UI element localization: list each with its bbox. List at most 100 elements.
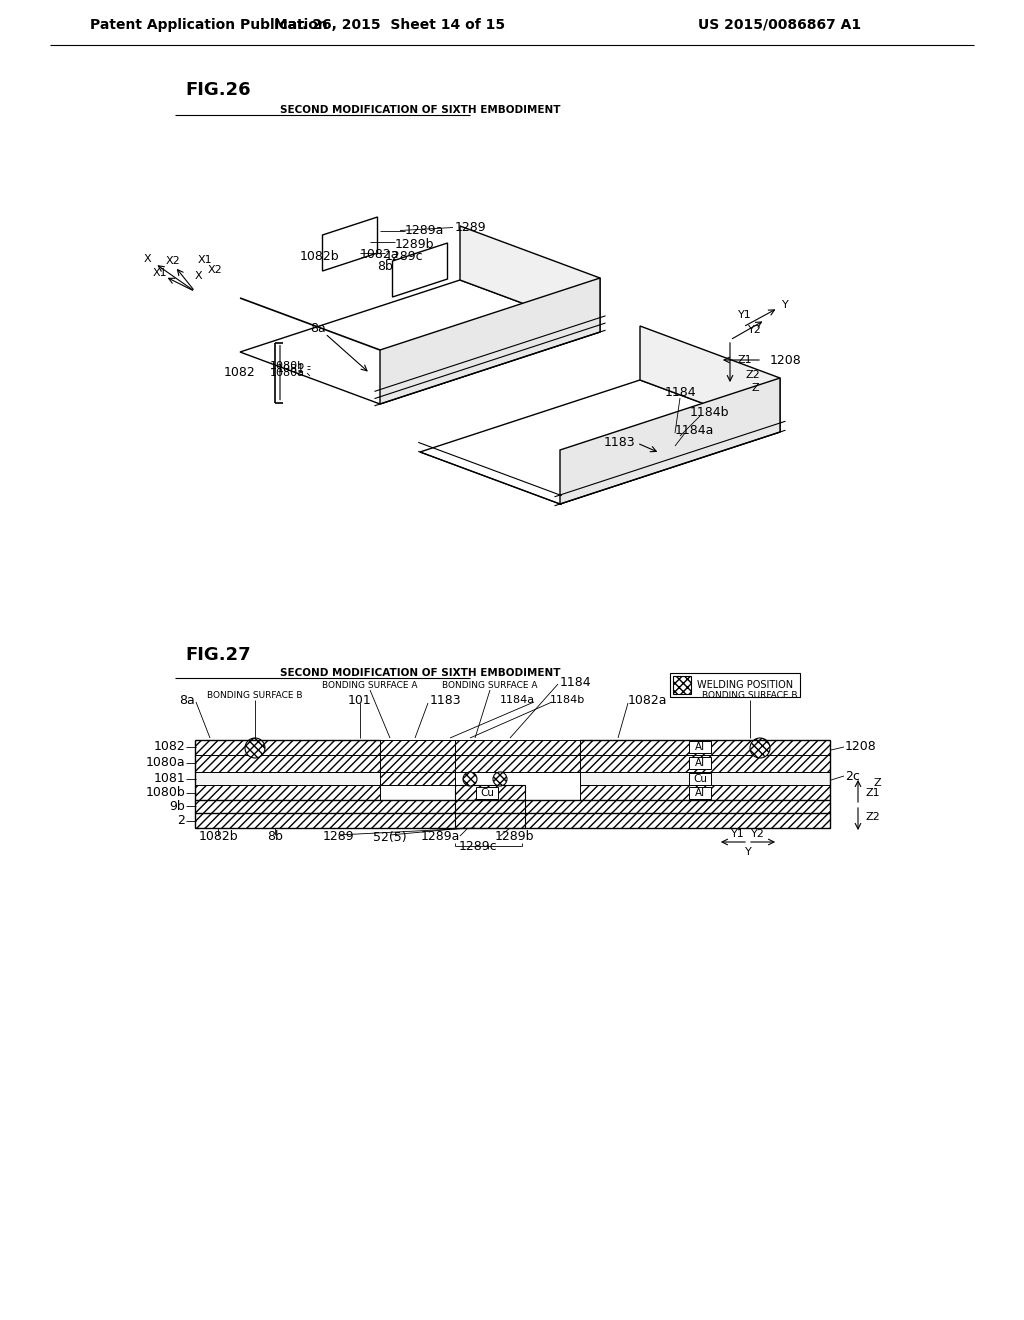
Circle shape (463, 772, 477, 785)
Polygon shape (460, 226, 600, 333)
Text: BONDING SURFACE A: BONDING SURFACE A (323, 681, 418, 689)
Text: 1289: 1289 (455, 220, 486, 234)
Text: 1082: 1082 (223, 366, 255, 379)
Text: BONDING SURFACE B: BONDING SURFACE B (702, 690, 798, 700)
Text: Cu: Cu (480, 788, 494, 799)
Polygon shape (380, 279, 600, 404)
Bar (420, 755, 580, 772)
Text: 1080a: 1080a (145, 756, 185, 770)
Bar (195, 772, 380, 785)
Bar (689, 787, 711, 799)
Text: 2c: 2c (845, 770, 860, 783)
Text: 1184b: 1184b (690, 407, 729, 420)
Text: 1183: 1183 (430, 693, 462, 706)
Text: Al: Al (695, 758, 706, 768)
Polygon shape (640, 326, 780, 432)
Text: 1184: 1184 (665, 387, 696, 400)
Text: 8a: 8a (179, 693, 195, 706)
Text: 1289b: 1289b (395, 238, 434, 251)
Bar (420, 741, 580, 755)
Text: X1: X1 (198, 255, 212, 265)
Bar (380, 772, 455, 785)
Bar (689, 741, 711, 752)
Bar (195, 755, 380, 772)
Text: Z: Z (752, 383, 760, 393)
Text: 1183: 1183 (603, 437, 635, 450)
Text: Z: Z (873, 777, 881, 788)
Bar (580, 755, 830, 772)
Text: 1184b: 1184b (550, 696, 586, 705)
Text: 101: 101 (348, 693, 372, 706)
Text: 8a: 8a (310, 322, 326, 335)
Text: US 2015/0086867 A1: US 2015/0086867 A1 (698, 18, 861, 32)
Text: 1289c: 1289c (385, 249, 424, 263)
Text: X2: X2 (166, 256, 180, 267)
Text: 8b: 8b (267, 830, 283, 843)
Text: 1082b: 1082b (300, 251, 340, 264)
Text: BONDING SURFACE B: BONDING SURFACE B (207, 690, 303, 700)
Text: Y1: Y1 (738, 310, 752, 319)
Text: 1081: 1081 (154, 772, 185, 785)
Polygon shape (240, 280, 600, 404)
Circle shape (245, 738, 265, 758)
Text: BONDING SURFACE A: BONDING SURFACE A (442, 681, 538, 689)
Bar (673, 676, 691, 694)
Bar (380, 741, 455, 755)
Text: 1289b: 1289b (495, 830, 535, 843)
Text: 1289c: 1289c (459, 841, 498, 854)
Text: Al: Al (695, 788, 706, 799)
Bar (195, 785, 380, 800)
Circle shape (750, 738, 770, 758)
Text: 1208: 1208 (845, 741, 877, 754)
Text: FIG.27: FIG.27 (185, 645, 251, 664)
Bar (455, 785, 525, 828)
Text: FIG.26: FIG.26 (185, 81, 251, 99)
Text: Z1: Z1 (738, 355, 753, 366)
Bar (670, 673, 800, 697)
Bar (195, 813, 830, 828)
Text: WELDING POSITION: WELDING POSITION (697, 680, 793, 690)
Text: Z2: Z2 (866, 812, 881, 822)
Text: Z1: Z1 (866, 788, 881, 799)
Bar (580, 772, 830, 785)
Bar (380, 755, 455, 772)
Text: 1082: 1082 (154, 741, 185, 754)
Text: 1184a: 1184a (675, 424, 715, 437)
Text: Cu: Cu (693, 774, 707, 784)
Polygon shape (323, 216, 378, 271)
Text: 1080b: 1080b (145, 787, 185, 800)
Bar (689, 756, 711, 770)
Text: X: X (143, 255, 151, 264)
Text: X: X (195, 271, 202, 281)
Text: SECOND MODIFICATION OF SIXTH EMBODIMENT: SECOND MODIFICATION OF SIXTH EMBODIMENT (280, 668, 560, 678)
Bar (689, 774, 711, 785)
Text: SECOND MODIFICATION OF SIXTH EMBODIMENT: SECOND MODIFICATION OF SIXTH EMBODIMENT (280, 106, 560, 115)
Text: Y: Y (782, 300, 788, 310)
Bar (476, 787, 498, 799)
Polygon shape (560, 378, 780, 504)
Text: Mar. 26, 2015  Sheet 14 of 15: Mar. 26, 2015 Sheet 14 of 15 (274, 18, 506, 32)
Text: 1208: 1208 (770, 354, 802, 367)
Text: Y2: Y2 (748, 325, 762, 335)
Polygon shape (392, 243, 447, 297)
Text: Y1: Y1 (731, 829, 744, 840)
Text: X1: X1 (153, 268, 167, 279)
Text: Al: Al (695, 742, 706, 752)
Text: 1082a: 1082a (628, 693, 668, 706)
Text: Y: Y (744, 847, 752, 857)
Text: 2: 2 (177, 814, 185, 828)
Bar (380, 741, 455, 785)
Text: Y2: Y2 (751, 829, 765, 840)
Bar (195, 741, 380, 755)
Bar (580, 785, 830, 800)
Text: 1080a: 1080a (270, 368, 305, 378)
Text: 1289a: 1289a (421, 830, 460, 843)
Text: 1082b: 1082b (199, 830, 238, 843)
Circle shape (493, 772, 507, 785)
Text: 52(5): 52(5) (373, 830, 407, 843)
Text: 9b: 9b (169, 800, 185, 813)
Text: 1082a: 1082a (360, 248, 399, 260)
Text: 1081: 1081 (276, 364, 305, 374)
Text: Patent Application Publication: Patent Application Publication (90, 18, 328, 32)
Bar (580, 741, 830, 755)
